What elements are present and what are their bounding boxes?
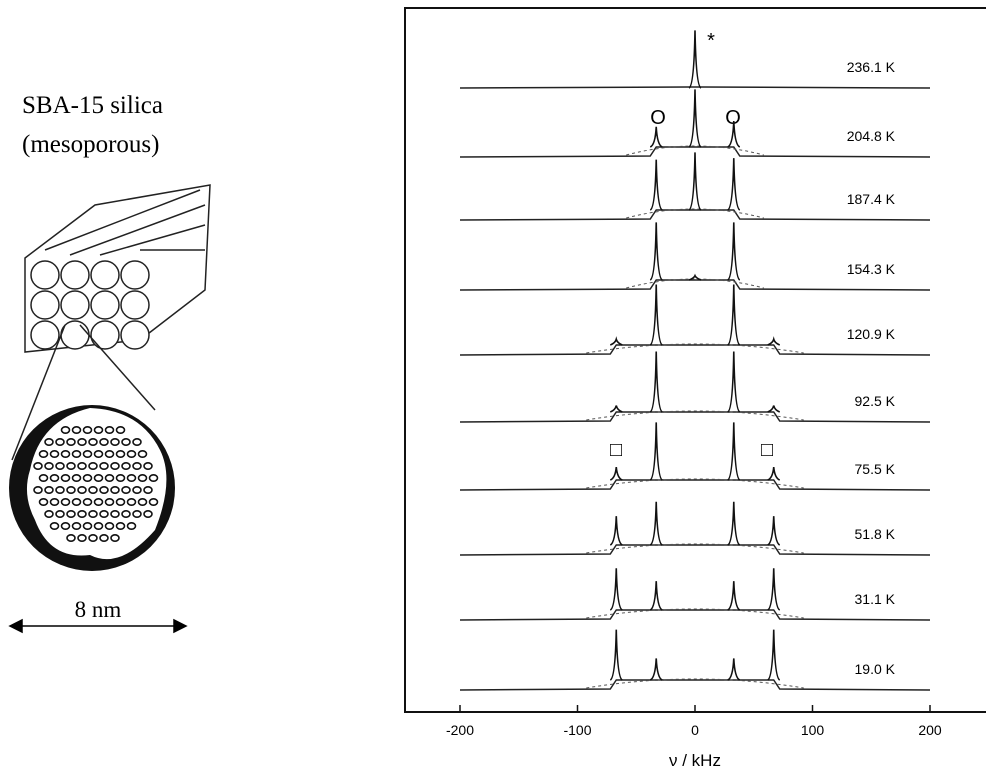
spectral-peak bbox=[768, 406, 780, 412]
spectral-peak bbox=[650, 285, 662, 345]
spectral-peak bbox=[650, 581, 662, 610]
temperature-label: 154.3 K bbox=[847, 261, 896, 277]
spectral-peak bbox=[768, 516, 780, 545]
annotation: O bbox=[650, 107, 666, 129]
x-tick-label: 200 bbox=[918, 722, 942, 738]
spectral-peak bbox=[768, 467, 780, 480]
x-axis-label: ν / kHz bbox=[669, 751, 721, 770]
spectral-peak bbox=[650, 222, 662, 280]
x-tick-label: 100 bbox=[801, 722, 825, 738]
spectral-peak bbox=[728, 658, 740, 680]
spectrum-baseline bbox=[460, 280, 930, 290]
temperature-label: 19.0 K bbox=[855, 661, 896, 677]
temperature-label: 31.1 K bbox=[855, 591, 896, 607]
spectral-peak bbox=[728, 352, 740, 412]
figure: SBA-15 silica (mesoporous) 8 nm ν / kHz … bbox=[0, 0, 986, 774]
spectral-peak bbox=[728, 502, 740, 545]
spectrum-baseline bbox=[460, 87, 930, 88]
spectrum-baseline bbox=[460, 545, 930, 555]
spectrum-baseline bbox=[460, 345, 930, 355]
x-tick-label: 0 bbox=[691, 722, 699, 738]
spectral-peak bbox=[728, 158, 740, 210]
spectral-peak bbox=[768, 630, 780, 680]
spectral-peak bbox=[689, 152, 701, 210]
temperature-label: 75.5 K bbox=[855, 461, 896, 477]
spectral-peak bbox=[610, 339, 622, 345]
spectral-peak bbox=[650, 352, 662, 412]
temperature-label: 120.9 K bbox=[847, 326, 896, 342]
spectral-peak bbox=[728, 581, 740, 610]
spectral-peak bbox=[728, 222, 740, 280]
spectral-peak bbox=[610, 630, 622, 680]
spectrum-baseline bbox=[460, 610, 930, 620]
spectral-peak bbox=[768, 568, 780, 610]
spectral-peak bbox=[610, 568, 622, 610]
temperature-label: 92.5 K bbox=[855, 393, 896, 409]
spectrum-baseline bbox=[460, 480, 930, 490]
spectral-peak bbox=[610, 467, 622, 480]
spectrum-baseline bbox=[460, 210, 930, 220]
scale-label: 8 nm bbox=[75, 597, 122, 622]
spectral-peak bbox=[650, 658, 662, 680]
annotation: □ bbox=[761, 439, 773, 461]
annotation: □ bbox=[610, 439, 622, 461]
spectral-peak bbox=[728, 422, 740, 480]
temperature-label: 204.8 K bbox=[847, 128, 896, 144]
temperature-label: 51.8 K bbox=[855, 526, 896, 542]
temperature-label: 236.1 K bbox=[847, 59, 896, 75]
x-tick-label: -100 bbox=[563, 722, 591, 738]
material-subtitle: (mesoporous) bbox=[22, 131, 159, 158]
page: {"left_panel": {"title": "SBA-15 silica"… bbox=[0, 0, 986, 774]
spectral-peak bbox=[768, 339, 780, 345]
spectral-peak bbox=[650, 160, 662, 210]
spectrum-baseline bbox=[460, 412, 930, 422]
annotation: * bbox=[707, 30, 715, 52]
temperature-label: 187.4 K bbox=[847, 191, 896, 207]
spectral-peak bbox=[650, 502, 662, 545]
spectral-peak bbox=[610, 406, 622, 412]
spectrum-baseline bbox=[460, 680, 930, 690]
spectral-peak bbox=[650, 422, 662, 480]
spectral-peak bbox=[650, 127, 662, 147]
spectral-peak bbox=[689, 89, 701, 147]
spectral-peak bbox=[728, 285, 740, 345]
material-title: SBA-15 silica bbox=[22, 92, 163, 119]
spectral-peak bbox=[610, 516, 622, 545]
pore-cross-section bbox=[9, 405, 175, 571]
spectral-peak bbox=[689, 30, 701, 88]
x-tick-label: -200 bbox=[446, 722, 474, 738]
